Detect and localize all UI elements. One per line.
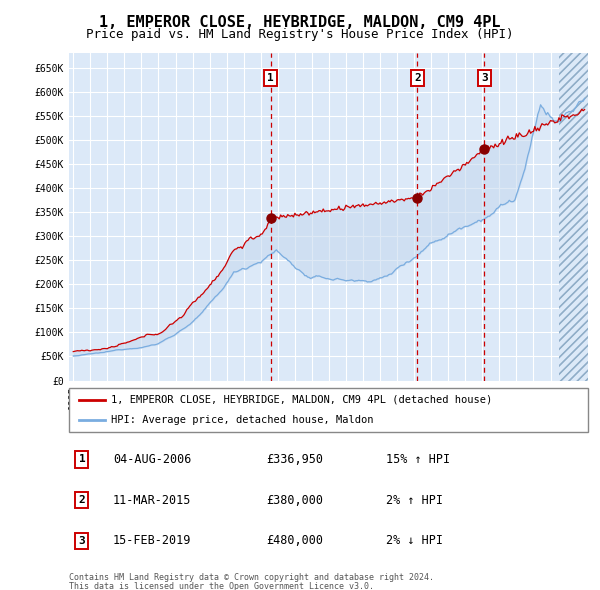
Text: 1, EMPEROR CLOSE, HEYBRIDGE, MALDON, CM9 4PL: 1, EMPEROR CLOSE, HEYBRIDGE, MALDON, CM9…	[99, 15, 501, 30]
Text: 2: 2	[414, 73, 421, 83]
Text: 11-MAR-2015: 11-MAR-2015	[113, 493, 191, 507]
Text: £480,000: £480,000	[266, 534, 323, 547]
Text: 2% ↓ HPI: 2% ↓ HPI	[386, 534, 443, 547]
Text: HPI: Average price, detached house, Maldon: HPI: Average price, detached house, Mald…	[110, 415, 373, 425]
Text: 2% ↑ HPI: 2% ↑ HPI	[386, 493, 443, 507]
Text: 1: 1	[79, 454, 85, 464]
Text: 3: 3	[79, 536, 85, 546]
Text: Contains HM Land Registry data © Crown copyright and database right 2024.: Contains HM Land Registry data © Crown c…	[69, 573, 434, 582]
Text: £380,000: £380,000	[266, 493, 323, 507]
Text: 1: 1	[267, 73, 274, 83]
Text: 2: 2	[79, 495, 85, 505]
Text: 15% ↑ HPI: 15% ↑ HPI	[386, 453, 450, 466]
Text: 3: 3	[481, 73, 488, 83]
Text: 1, EMPEROR CLOSE, HEYBRIDGE, MALDON, CM9 4PL (detached house): 1, EMPEROR CLOSE, HEYBRIDGE, MALDON, CM9…	[110, 395, 492, 405]
Text: This data is licensed under the Open Government Licence v3.0.: This data is licensed under the Open Gov…	[69, 582, 374, 590]
Text: 04-AUG-2006: 04-AUG-2006	[113, 453, 191, 466]
FancyBboxPatch shape	[69, 388, 588, 432]
Text: Price paid vs. HM Land Registry's House Price Index (HPI): Price paid vs. HM Land Registry's House …	[86, 28, 514, 41]
Text: 15-FEB-2019: 15-FEB-2019	[113, 534, 191, 547]
Bar	[559, 53, 588, 381]
Bar	[559, 53, 588, 381]
Text: £336,950: £336,950	[266, 453, 323, 466]
